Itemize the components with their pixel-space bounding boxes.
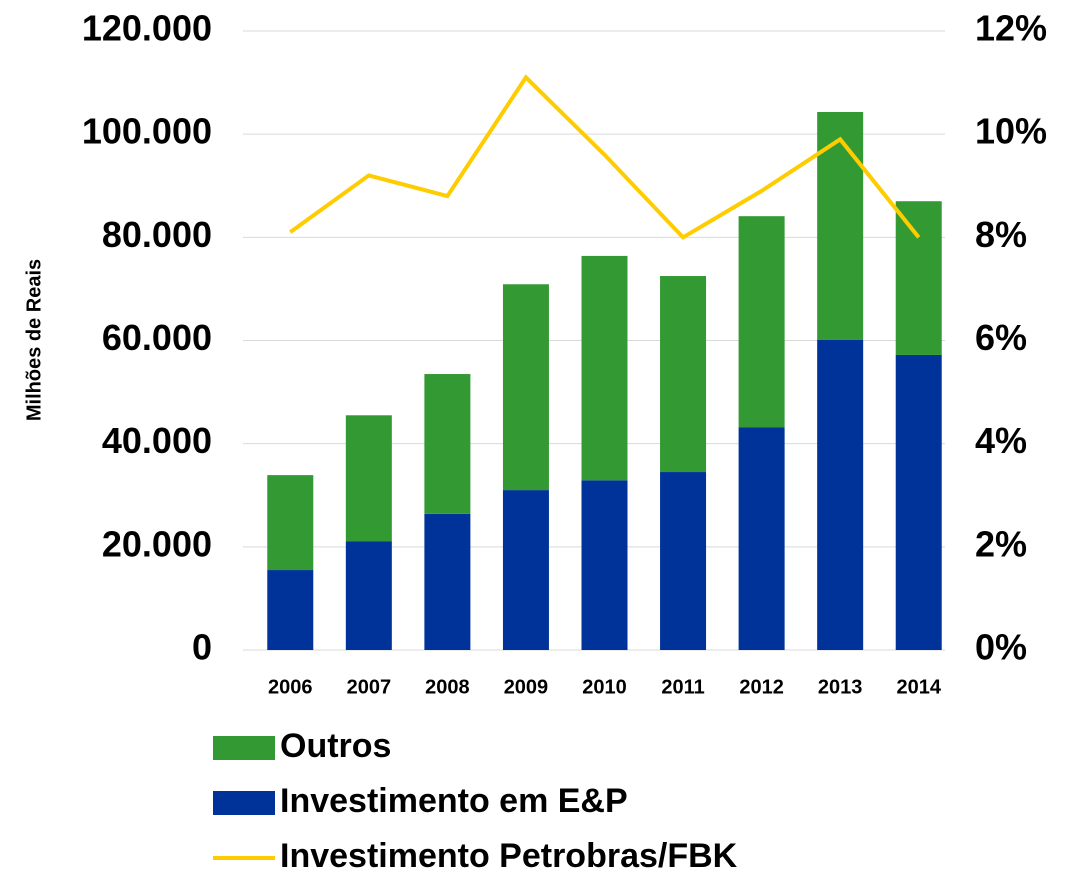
line	[289, 74, 921, 240]
x-tick-label: 2013	[818, 676, 863, 698]
y2-tick-label: 0%	[975, 627, 1027, 668]
y-tick-label: 20.000	[102, 523, 212, 564]
bar	[581, 255, 628, 481]
legend-label: Investimento em E&P	[280, 782, 628, 820]
bar	[345, 415, 392, 542]
x-tick-label: 2006	[268, 676, 313, 698]
legend-label: Investimento Petrobras/FBK	[280, 837, 738, 875]
y-tick-label: 60.000	[102, 317, 212, 358]
legend-swatch	[213, 791, 275, 815]
y-axis-title: Milhões de Reais	[23, 259, 45, 421]
bar	[895, 201, 942, 355]
x-tick-label: 2012	[739, 676, 784, 698]
legend-label: Outros	[280, 727, 391, 765]
y2-tick-label: 10%	[975, 111, 1047, 152]
bar	[424, 374, 471, 514]
y2-tick-label: 2%	[975, 523, 1027, 564]
y-tick-label: 80.000	[102, 214, 212, 255]
x-tick-label: 2008	[425, 676, 470, 698]
bar	[817, 339, 864, 650]
bar	[895, 354, 942, 650]
bar	[424, 513, 471, 650]
bar	[817, 111, 864, 340]
y-tick-label: 100.000	[82, 111, 212, 152]
x-tick-label: 2010	[582, 676, 627, 698]
bar	[267, 475, 314, 571]
y-tick-label: 40.000	[102, 420, 212, 461]
bar	[738, 216, 785, 428]
bar	[581, 480, 628, 650]
y2-tick-label: 4%	[975, 420, 1027, 461]
x-tick-label: 2007	[347, 676, 392, 698]
y2-tick-label: 6%	[975, 317, 1027, 358]
bar	[267, 570, 314, 650]
bar	[660, 472, 707, 650]
y2-tick-label: 8%	[975, 214, 1027, 255]
x-tick-label: 2011	[661, 676, 704, 698]
bar	[502, 490, 549, 650]
bar	[345, 541, 392, 650]
x-tick-label: 2014	[896, 676, 941, 698]
y-tick-label: 0	[192, 627, 212, 668]
legend-swatch	[213, 736, 275, 760]
x-tick-label: 2009	[504, 676, 549, 698]
bar	[502, 284, 549, 491]
y2-tick-label: 12%	[975, 8, 1047, 49]
bar	[738, 427, 785, 650]
bar	[660, 276, 707, 473]
y-tick-label: 120.000	[82, 8, 212, 49]
